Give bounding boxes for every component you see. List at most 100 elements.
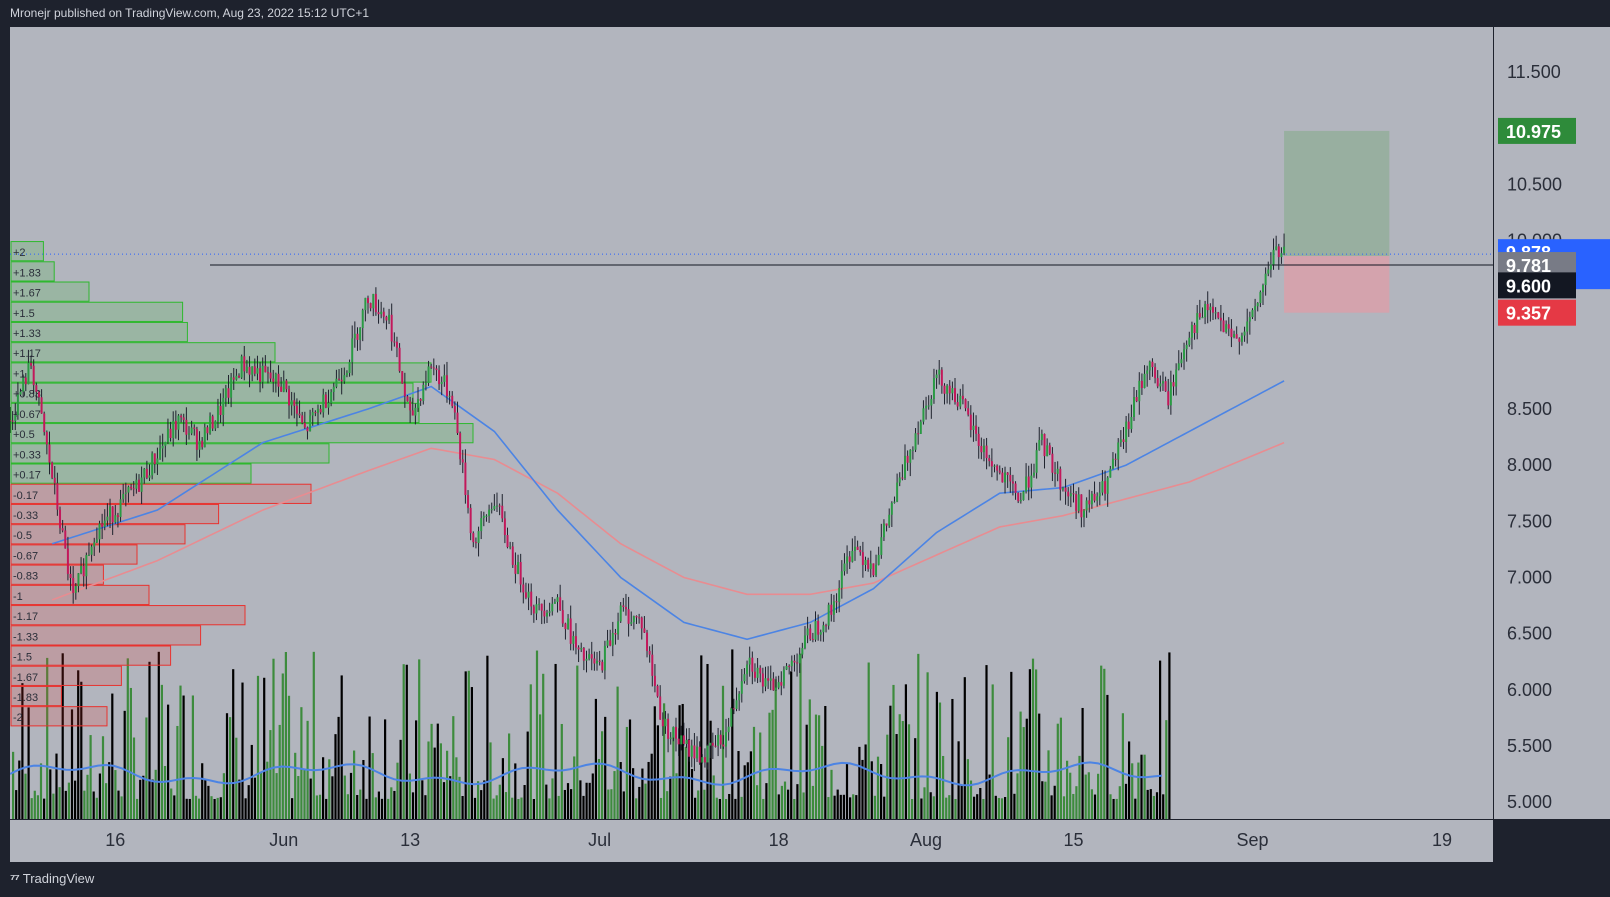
candle-body bbox=[140, 477, 143, 492]
volume-bar bbox=[275, 773, 278, 819]
candle-body bbox=[619, 605, 622, 622]
candle-body bbox=[385, 316, 388, 321]
candle-body bbox=[867, 559, 870, 569]
volume-bar bbox=[272, 658, 275, 819]
volume-bar bbox=[167, 704, 170, 819]
volume-bar bbox=[1090, 789, 1093, 819]
candle-body bbox=[382, 311, 385, 317]
candle-body bbox=[343, 375, 346, 382]
volume-profile-label: -0.5 bbox=[13, 530, 32, 542]
candle-body bbox=[1056, 468, 1059, 474]
volume-bar bbox=[1097, 773, 1100, 819]
candle-body bbox=[193, 427, 196, 430]
candle-body bbox=[509, 546, 512, 548]
volume-bar bbox=[762, 798, 765, 819]
volume-bar bbox=[904, 684, 907, 819]
volume-bar bbox=[1035, 669, 1038, 819]
candle-body bbox=[703, 757, 706, 763]
candle-body bbox=[95, 539, 98, 543]
volume-bar bbox=[976, 794, 979, 819]
candle-body bbox=[1106, 477, 1109, 494]
candle-body bbox=[738, 693, 741, 701]
candle-body bbox=[1114, 458, 1117, 460]
candle-body bbox=[1127, 421, 1130, 430]
candle-body bbox=[414, 407, 417, 416]
volume-bar bbox=[337, 716, 340, 819]
candle-body bbox=[775, 687, 778, 691]
candle-body bbox=[911, 449, 914, 451]
candle-body bbox=[627, 609, 630, 624]
candle-body bbox=[954, 388, 957, 403]
volume-bar bbox=[393, 790, 396, 819]
candle-body bbox=[1233, 334, 1236, 338]
volume-bar bbox=[504, 792, 508, 819]
candle-body bbox=[764, 678, 767, 687]
volume-bar bbox=[204, 780, 207, 819]
candle-body bbox=[1104, 481, 1107, 494]
candle-body bbox=[111, 506, 114, 523]
candle-body bbox=[177, 415, 180, 430]
candle-body bbox=[809, 628, 812, 640]
candle-body bbox=[451, 395, 454, 407]
volume-bar bbox=[526, 731, 529, 819]
volume-bar bbox=[74, 780, 77, 819]
volume-bar bbox=[520, 797, 523, 819]
candle-body bbox=[819, 632, 822, 635]
candle-body bbox=[1080, 494, 1083, 518]
volume-bar bbox=[346, 794, 349, 819]
volume-bar bbox=[836, 789, 839, 819]
volume-bar bbox=[532, 798, 535, 819]
candle-body bbox=[653, 675, 656, 686]
volume-bar bbox=[566, 783, 570, 819]
candle-body bbox=[904, 455, 906, 479]
candle-body bbox=[938, 369, 941, 375]
candle-body bbox=[598, 660, 601, 662]
candle-body bbox=[485, 515, 488, 517]
candle-body bbox=[469, 507, 472, 534]
candle-body bbox=[511, 546, 514, 565]
volume-bar bbox=[170, 788, 173, 819]
candle-body bbox=[1211, 306, 1214, 313]
volume-bar bbox=[179, 685, 182, 819]
volume-bar bbox=[253, 777, 256, 819]
candle-body bbox=[514, 564, 517, 574]
time-axis[interactable]: 16 Jun 13 Jul 18 Aug 15 Sep 19 bbox=[10, 819, 1493, 862]
time-tick-label: Jul bbox=[588, 830, 611, 850]
candle-body bbox=[1025, 476, 1028, 492]
volume-bar bbox=[715, 797, 718, 819]
chart-svg[interactable]: +2+1.83+1.67+1.5+1.33+1.17+1+0.83+0.67+0… bbox=[10, 27, 1493, 819]
candle-body bbox=[569, 618, 572, 644]
volume-bar bbox=[954, 798, 957, 819]
candle-body bbox=[432, 367, 435, 369]
volume-bar bbox=[49, 769, 52, 819]
volume-bar bbox=[945, 797, 948, 819]
volume-bar bbox=[1140, 754, 1143, 819]
chart-pane[interactable]: +2 +1.83 +1.67 +1.5 +1.33 +1.17 +1 +0.83 +0.67 +0… bbox=[10, 27, 1493, 819]
candle-body bbox=[1246, 321, 1249, 332]
candle-body bbox=[219, 405, 222, 416]
candle-body bbox=[875, 564, 878, 576]
candle-body bbox=[530, 591, 533, 607]
volume-bar bbox=[508, 733, 511, 819]
volume-bar bbox=[616, 686, 619, 819]
volume-bar bbox=[653, 706, 656, 819]
volume-bar bbox=[870, 761, 873, 819]
candle-body bbox=[1046, 445, 1049, 457]
candle-body bbox=[1275, 246, 1278, 250]
candle-body bbox=[206, 427, 209, 434]
candle-body bbox=[153, 453, 156, 465]
volume-bar bbox=[359, 789, 362, 819]
candle-body bbox=[395, 341, 398, 348]
candle-body bbox=[769, 678, 772, 681]
volume-bar bbox=[18, 760, 21, 819]
price-axis[interactable]: 11.50010.50010.0008.5008.0007.5007.0006.… bbox=[1493, 27, 1610, 819]
candle-body bbox=[498, 505, 501, 507]
candle-body bbox=[696, 746, 699, 759]
candle-body bbox=[872, 563, 875, 576]
volume-bar bbox=[632, 768, 635, 819]
brand-name[interactable]: TradingView bbox=[22, 871, 95, 886]
candle-body bbox=[835, 601, 838, 603]
volume-bar bbox=[582, 795, 585, 819]
volume-bar bbox=[173, 795, 176, 819]
price-badge-level bbox=[1498, 272, 1576, 299]
